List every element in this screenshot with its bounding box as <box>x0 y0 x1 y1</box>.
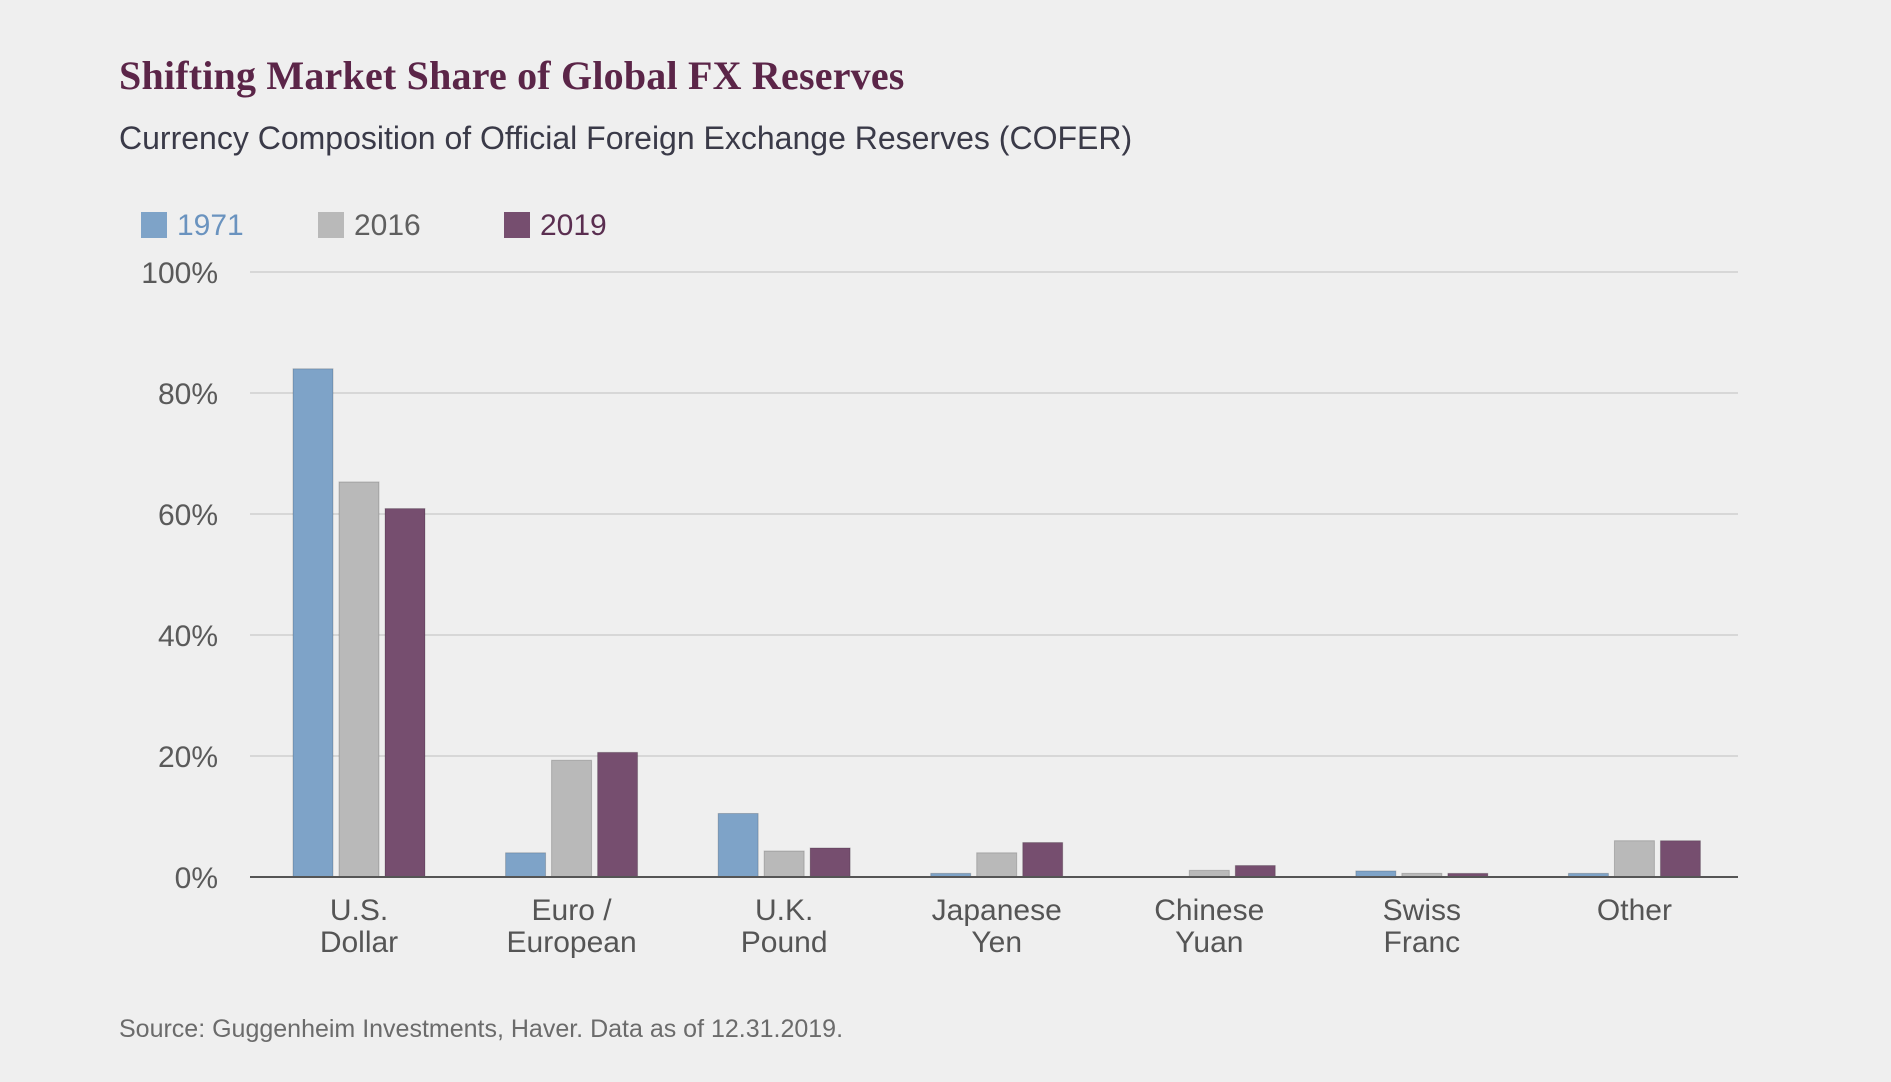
chart-subtitle: Currency Composition of Official Foreign… <box>119 120 1133 156</box>
x-category-label: Franc <box>1384 926 1461 959</box>
x-category-label: Other <box>1597 894 1672 927</box>
source-note: Source: Guggenheim Investments, Haver. D… <box>119 1015 844 1043</box>
bar-2016 <box>763 850 805 878</box>
bar-2016 <box>551 759 593 878</box>
legend-swatch-1971 <box>141 212 167 238</box>
chart-bars <box>292 368 1701 878</box>
y-tick-label: 40% <box>158 620 218 653</box>
legend-label-2019: 2019 <box>540 209 607 242</box>
y-axis-tick-labels: 0% 20% 40% 60% 80% 100% <box>141 257 218 895</box>
bar-2019 <box>1022 842 1064 878</box>
chart-legend: 1971 2016 2019 <box>141 209 607 242</box>
y-tick-label: 100% <box>141 257 218 290</box>
bar-1971 <box>292 368 334 878</box>
x-category-label: Dollar <box>320 926 398 959</box>
y-tick-label: 0% <box>175 862 218 895</box>
x-category-label: Pound <box>741 926 828 959</box>
y-tick-label: 60% <box>158 499 218 532</box>
x-category-label: U.S. <box>330 894 388 927</box>
x-category-label: Japanese <box>932 894 1062 927</box>
bar-2019 <box>597 751 639 878</box>
bar-2016 <box>976 852 1018 878</box>
y-tick-label: 80% <box>158 378 218 411</box>
x-category-label: U.K. <box>755 894 813 927</box>
x-category-label: Chinese <box>1154 894 1264 927</box>
x-category-label: Yuan <box>1175 926 1243 959</box>
legend-swatch-2019 <box>504 212 530 238</box>
legend-label-2016: 2016 <box>354 209 421 242</box>
bar-2019 <box>809 847 851 878</box>
bar-1971 <box>717 812 759 878</box>
x-axis-category-labels: U.S.Dollar Euro /European U.K.Pound Japanes… <box>320 894 1672 959</box>
x-category-label: European <box>507 926 637 959</box>
bar-2019 <box>1234 865 1276 878</box>
bar-2019 <box>384 508 426 878</box>
chart-title: Shifting Market Share of Global FX Reser… <box>119 53 905 98</box>
x-category-label: Yen <box>971 926 1022 959</box>
bar-2016 <box>1613 840 1655 878</box>
bar-1971 <box>505 852 547 878</box>
bar-2019 <box>1659 840 1701 878</box>
x-category-label: Swiss <box>1383 894 1461 927</box>
chart-gridlines <box>250 271 1738 757</box>
x-category-label: Euro / <box>532 894 613 927</box>
legend-swatch-2016 <box>318 212 344 238</box>
bar-chart: 1971 2016 2019 0% 20% 40% 60% 80% 100% U.S.Doll… <box>141 209 1738 959</box>
legend-label-1971: 1971 <box>177 209 244 242</box>
bar-2016 <box>338 481 380 878</box>
y-tick-label: 20% <box>158 741 218 774</box>
